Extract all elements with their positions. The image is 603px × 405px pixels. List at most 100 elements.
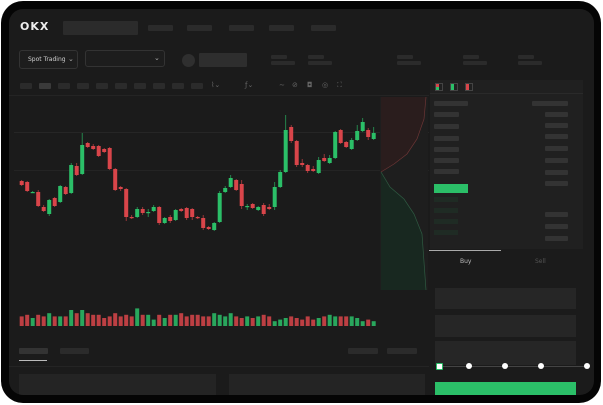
volume-bar [212, 313, 217, 326]
timeframe-button[interactable] [153, 83, 165, 89]
volume-bar [179, 313, 184, 326]
volume-bar [294, 318, 299, 326]
volume-bar [371, 321, 376, 326]
candle-body [217, 193, 222, 222]
timeframe-button[interactable] [58, 83, 70, 89]
candle-body [360, 122, 365, 131]
timeframe-button[interactable] [77, 83, 89, 89]
ruler-icon[interactable]: ⊘ [292, 81, 298, 89]
filter-button[interactable] [348, 348, 378, 354]
tab-open-orders[interactable] [19, 348, 48, 354]
timeframe-button[interactable] [115, 83, 127, 89]
slider-mark[interactable] [436, 363, 443, 370]
nav-item[interactable] [311, 25, 336, 31]
tab-sell[interactable]: Sell [535, 258, 546, 265]
volume-bar [41, 316, 46, 326]
candle-body [58, 186, 63, 202]
candle-body [140, 209, 145, 213]
volume-bar [113, 313, 118, 326]
bid-amount [545, 212, 568, 217]
slider-mark[interactable] [502, 363, 508, 369]
candle-body [223, 188, 228, 192]
camera-icon[interactable]: ◘ [307, 81, 313, 89]
indicator-icon[interactable]: ƒ⌄ [245, 81, 254, 89]
orderbook-view-bids-icon[interactable] [450, 83, 458, 91]
candle-body [327, 158, 332, 163]
volume-bar [311, 319, 316, 326]
slider-mark[interactable] [466, 363, 472, 369]
timeframe-button[interactable] [39, 83, 51, 89]
orders-panel-left [19, 374, 216, 395]
slider-mark[interactable] [538, 363, 544, 369]
timeframe-button[interactable] [96, 83, 108, 89]
tab-order-history[interactable] [60, 348, 89, 354]
candle-body [113, 169, 118, 190]
pair-name [199, 53, 247, 67]
price-input[interactable] [435, 288, 576, 309]
candlestick-chart[interactable] [9, 9, 439, 339]
timeframe-button[interactable] [191, 83, 203, 89]
candle-body [173, 210, 178, 220]
ask-price [434, 158, 459, 163]
pair-selector[interactable]: ⌄ [85, 50, 165, 67]
nav-item[interactable] [187, 25, 212, 31]
candle-body [311, 169, 316, 171]
line-icon[interactable]: ∼ [279, 81, 285, 89]
timeframe-button[interactable] [172, 83, 184, 89]
timeframe-button[interactable] [20, 83, 32, 89]
depth-bids-area [381, 172, 426, 290]
candle-body [190, 209, 195, 217]
ask-amount [545, 146, 568, 151]
bid-price [434, 197, 458, 202]
candle-body [278, 172, 283, 187]
amount-input[interactable] [435, 315, 576, 337]
volume-bar [195, 314, 200, 326]
settings-icon[interactable]: ◎ [322, 81, 329, 89]
tab-buy[interactable]: Buy [460, 258, 472, 265]
bid-price [434, 208, 458, 213]
timeframe-button[interactable] [134, 83, 146, 89]
candle-body [157, 207, 162, 223]
slider-track[interactable] [439, 366, 589, 367]
stat-value [518, 61, 542, 65]
volume-bar [360, 321, 365, 326]
buy-button[interactable] [435, 382, 576, 395]
volume-bar [217, 314, 222, 326]
candle-body [91, 146, 96, 149]
volume-bar [85, 313, 90, 326]
candle-body [294, 141, 299, 165]
ask-amount [545, 134, 568, 139]
filter-button[interactable] [387, 348, 417, 354]
stat-label [308, 55, 324, 59]
volume-bar [349, 316, 354, 326]
stat-value [397, 61, 421, 65]
volume-bar [19, 316, 24, 326]
ask-amount [545, 123, 568, 128]
candle-body [234, 180, 239, 190]
candle-body [63, 187, 68, 194]
logo-text: OKX [20, 20, 50, 33]
candle-body [228, 178, 233, 187]
nav-item[interactable] [148, 25, 173, 31]
volume-bar [157, 314, 162, 326]
mode-selector[interactable]: Spot Trading ⌄ [19, 50, 78, 69]
orderbook-view-asks-icon[interactable] [465, 83, 473, 91]
nav-item[interactable] [229, 25, 254, 31]
candle-body [179, 209, 184, 211]
fullscreen-icon[interactable]: ⛶ [337, 81, 342, 89]
candle-type-icon[interactable]: ⌇⌄ [211, 81, 221, 89]
volume-bar [289, 316, 294, 326]
search-bar[interactable] [63, 21, 138, 35]
total-input[interactable] [435, 341, 576, 365]
candle-body [107, 148, 112, 169]
volume-bar [272, 321, 277, 326]
candle-body [74, 166, 79, 175]
volume-bar [30, 318, 35, 326]
orderbook-view-both-icon[interactable] [435, 83, 443, 91]
candle-body [300, 163, 305, 165]
nav-item[interactable] [269, 25, 294, 31]
candle-body [338, 130, 343, 143]
volume-bar [366, 319, 371, 326]
okx-logo[interactable]: OKX [20, 21, 60, 32]
slider-mark[interactable] [584, 363, 590, 369]
